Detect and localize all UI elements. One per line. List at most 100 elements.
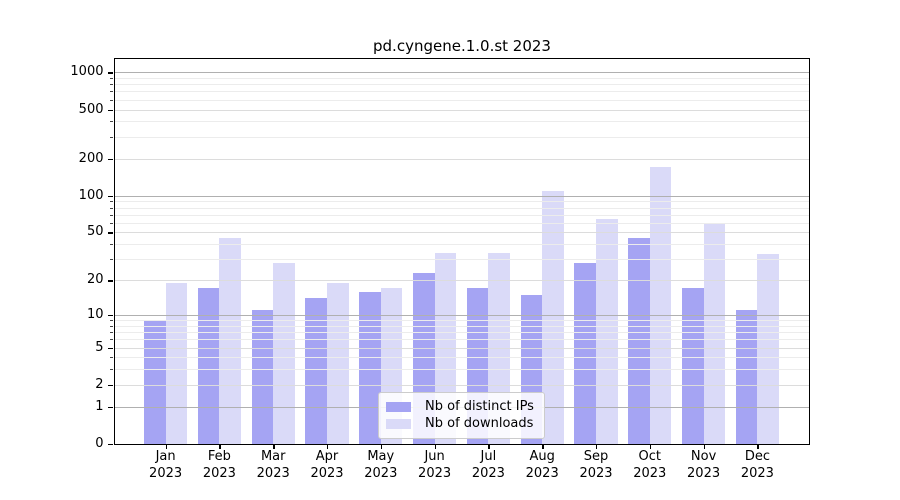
y-minor-tick (110, 325, 113, 327)
y-gridline-minor (114, 339, 809, 341)
bar-downloads (542, 190, 564, 444)
y-minor-tick (110, 222, 113, 224)
x-tick-label: Jan 2023 (149, 449, 183, 481)
y-gridline-minor (114, 357, 809, 359)
y-tick (108, 444, 113, 446)
y-minor-tick (110, 99, 113, 101)
x-tick-label: Jun 2023 (418, 449, 452, 481)
y-gridline-minor (114, 207, 809, 209)
y-minor-tick (110, 84, 113, 86)
y-minor-tick (110, 121, 113, 123)
y-minor-tick (110, 214, 113, 216)
y-tick (108, 195, 113, 198)
legend-label-downloads: Nb of downloads (425, 416, 534, 431)
y-gridline-minor (114, 325, 809, 327)
legend-item-downloads: Nb of downloads (386, 416, 536, 432)
y-minor-tick (110, 357, 113, 359)
y-tick-label: 100 (78, 187, 104, 203)
y-gridline-minor (114, 84, 809, 86)
bar-distinct-ips (251, 310, 274, 444)
y-minor-tick (110, 339, 113, 341)
x-tick-label: Feb 2023 (202, 449, 236, 481)
y-minor-tick (110, 259, 113, 261)
x-tick-label: Apr 2023 (310, 449, 344, 481)
y-tick-label: 20 (86, 272, 104, 288)
y-tick (108, 280, 113, 282)
bar-downloads (757, 254, 779, 444)
y-gridline-minor (114, 259, 809, 261)
y-gridline (114, 158, 809, 160)
x-tick-label: Dec 2023 (740, 449, 774, 481)
bar-downloads (219, 237, 241, 444)
y-minor-tick (110, 244, 113, 246)
legend: Nb of distinct IPs Nb of downloads (378, 392, 545, 439)
y-tick (108, 347, 113, 349)
x-tick (703, 444, 705, 449)
bar-downloads (649, 167, 672, 444)
y-tick (108, 406, 113, 409)
y-gridline-minor (114, 99, 809, 101)
y-gridline-minor (114, 201, 809, 203)
y-gridline-minor (114, 332, 809, 334)
y-gridline (114, 232, 809, 234)
x-tick (327, 444, 329, 449)
bar-distinct-ips (144, 320, 166, 444)
bar-downloads (165, 282, 188, 444)
y-gridline (114, 109, 809, 111)
y-gridline-minor (114, 369, 809, 371)
bar-downloads (703, 222, 726, 444)
y-tick (108, 72, 113, 74)
bar-downloads (595, 218, 618, 444)
y-minor-tick (110, 207, 113, 209)
y-gridline-minor (114, 136, 809, 138)
y-minor-tick (110, 201, 113, 203)
x-tick-label: Sep 2023 (579, 449, 613, 481)
y-tick-label: 50 (86, 224, 104, 240)
bar-distinct-ips (359, 291, 381, 444)
y-tick-label: 2 (95, 376, 104, 392)
x-tick (434, 444, 436, 449)
y-tick (108, 314, 113, 317)
y-gridline-minor (114, 320, 809, 322)
y-gridline-minor (114, 77, 809, 79)
x-tick (649, 444, 652, 449)
x-tick-label: Nov 2023 (687, 449, 721, 481)
x-tick-label: May 2023 (364, 449, 398, 481)
y-tick (108, 384, 113, 387)
y-tick (108, 158, 113, 161)
y-minor-tick (110, 320, 113, 322)
y-tick-label: 500 (78, 101, 104, 117)
bar-distinct-ips (682, 288, 704, 444)
plot-area: 0 1 2 5 10 20 50 100 200 500 1000 (70, 58, 810, 451)
x-tick (757, 444, 759, 449)
x-tick (595, 444, 598, 449)
y-minor-tick (110, 369, 113, 371)
x-tick (380, 444, 383, 449)
x-tick-label: Oct 2023 (633, 449, 667, 481)
x-tick (273, 444, 275, 449)
y-gridline-minor (114, 214, 809, 216)
chart-title: pd.cyngene.1.0.st 2023 (373, 37, 551, 55)
y-tick-label: 5 (95, 339, 104, 355)
legend-swatch-downloads (386, 419, 411, 429)
y-tick-label: 0 (95, 436, 104, 451)
x-tick-label: Jul 2023 (471, 449, 505, 481)
y-gridline-minor (114, 91, 809, 93)
y-gridline (114, 347, 809, 349)
y-minor-tick (110, 136, 113, 138)
y-gridline (114, 384, 809, 386)
x-tick (219, 444, 221, 449)
y-tick-label: 1000 (70, 64, 104, 80)
y-gridline-minor (114, 121, 809, 123)
x-tick (488, 444, 490, 449)
y-minor-tick (110, 77, 113, 79)
legend-item-distinct-ips: Nb of distinct IPs (386, 399, 536, 415)
bar-distinct-ips (574, 262, 596, 444)
y-tick-label: 1 (95, 398, 104, 414)
y-tick (108, 232, 113, 234)
y-tick (108, 109, 113, 111)
x-tick-label: Mar 2023 (256, 449, 290, 481)
y-minor-tick (110, 332, 113, 334)
y-gridline-minor (114, 222, 809, 224)
x-tick-label: Aug 2023 (525, 449, 559, 481)
